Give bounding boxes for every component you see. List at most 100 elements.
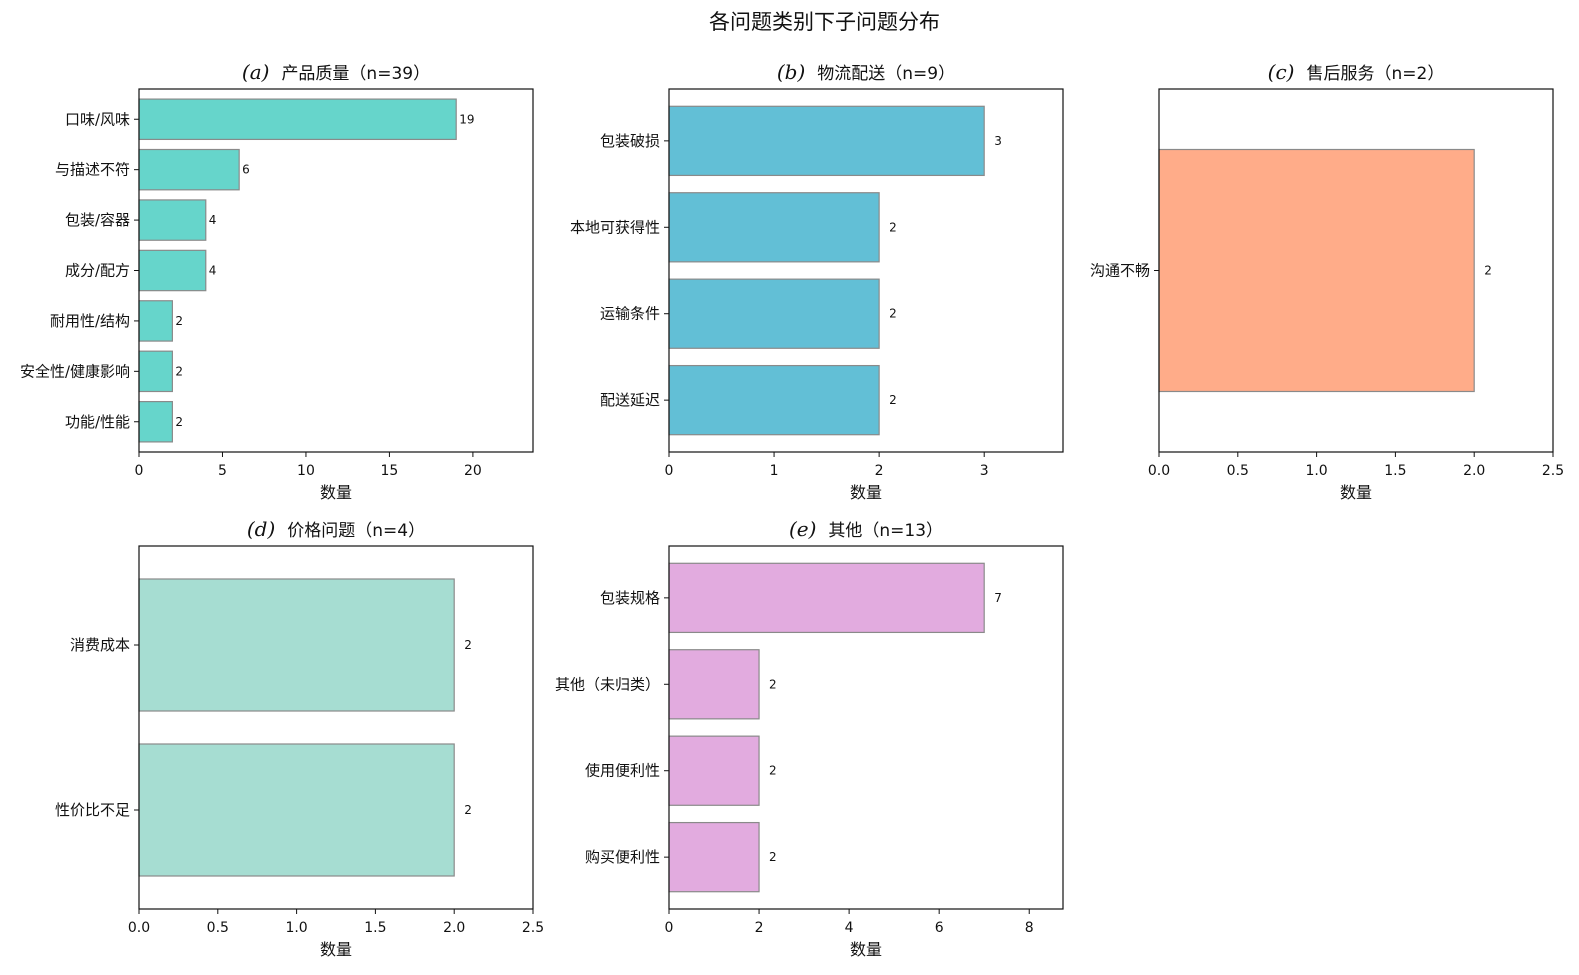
data-label: 2 [175,314,183,328]
x-tick-label: 0.0 [128,920,150,936]
x-tick-label: 1.5 [1384,463,1406,479]
bar [138,300,173,342]
data-label: 2 [889,307,897,321]
category-label: 成分/配方 [65,262,130,280]
data-label: 2 [1484,264,1492,278]
x-tick-label: 5 [218,463,227,479]
bar [668,562,985,634]
data-label: 19 [459,112,474,126]
x-tick-label: 0 [665,463,674,479]
panel-title: (d) 价格问题（n=4） [247,517,425,541]
category-label: 本地可获得性 [570,218,660,236]
bar [138,98,457,141]
x-tick-label: 2.5 [1542,463,1564,479]
data-label: 2 [889,220,897,234]
bar [138,249,207,292]
category-label: 口味/风味 [65,110,130,128]
panel-title-text: 物流配送（n=9） [817,64,955,84]
x-tick-label: 0 [665,920,674,936]
bar [668,278,880,349]
x-tick-label: 1.5 [364,920,386,936]
x-tick-label: 2.0 [1463,463,1485,479]
panel-title-text: 售后服务（n=2） [1306,64,1444,84]
data-label: 2 [889,393,897,407]
x-axis-label: 数量 [850,483,882,502]
category-label: 功能/性能 [65,413,130,431]
x-tick-label: 10 [297,463,315,479]
plot-frame [1158,88,1554,453]
data-label: 2 [769,677,777,691]
plot-frame [668,545,1064,910]
x-tick-label: 15 [381,463,399,479]
plot-frame [138,88,534,453]
plot-frame [668,88,1064,453]
chart-panel-product-quality: 19 口味/风味 6 与描述不符 4 包装/容器 4 成分/配方 2 耐用性/结构 2 安全性/健康影… [20,60,534,502]
x-axis-label: 数量 [320,483,352,502]
panel-title: (e) 其他（n=13） [789,517,943,541]
category-label: 沟通不畅 [1090,262,1150,280]
panel-title-text: 产品质量（n=39） [281,64,430,84]
category-label: 与描述不符 [55,161,130,179]
x-tick-label: 6 [935,920,944,936]
data-label: 2 [175,415,183,429]
x-tick-label: 0.0 [1148,463,1170,479]
panel-title: (c) 售后服务（n=2） [1268,60,1445,84]
x-tick-label: 2.0 [443,920,465,936]
data-label: 3 [994,134,1002,148]
bar [668,735,760,806]
bar [668,649,760,720]
x-axis-label: 数量 [320,940,352,959]
data-label: 2 [769,850,777,864]
category-label: 包装破损 [600,132,660,150]
bar [138,743,455,877]
bar [138,350,173,393]
panel-title-prefix: (b) [777,60,805,84]
x-tick-label: 1 [770,463,779,479]
x-tick-label: 2 [875,463,884,479]
panel-title-prefix: (e) [789,517,816,541]
category-label: 包装规格 [600,589,660,607]
x-tick-label: 3 [980,463,989,479]
x-tick-label: 8 [1025,920,1034,936]
bar [668,821,760,893]
category-label: 耐用性/结构 [50,312,130,330]
x-tick-label: 0 [135,463,144,479]
data-label: 7 [994,591,1002,605]
x-tick-label: 2 [755,920,764,936]
x-tick-label: 0.5 [1227,463,1249,479]
category-label: 包装/容器 [65,211,130,229]
bar [668,364,880,436]
panel-title-text: 价格问题（n=4） [287,521,425,541]
category-label: 消费成本 [70,636,130,654]
category-label: 运输条件 [600,305,660,323]
bar [668,192,880,263]
figure-title: 各问题类别下子问题分布 [709,10,940,34]
panel-title: (a) 产品质量（n=39） [242,60,430,84]
bar [138,148,240,191]
bar [138,578,455,712]
data-label: 2 [464,638,472,652]
chart-panel-logistics: 3 包装破损 2 本地可获得性 2 运输条件 2 配送延迟 0 1 2 3 数量 (b) 物流配送（n=9） [570,60,1064,502]
category-label: 购买便利性 [585,848,660,866]
category-label: 配送延迟 [600,391,660,409]
bar [138,199,207,241]
chart-panel-price: 2 消费成本 2 性价比不足 0.0 0.5 1.0 1.5 2.0 2.5 数量 (d) 价格问题（n… [55,517,544,959]
x-tick-label: 4 [845,920,854,936]
panel-title: (b) 物流配送（n=9） [777,60,955,84]
chart-panel-after-sales: 2 沟通不畅 0.0 0.5 1.0 1.5 2.0 2.5 数量 (c) 售后服务（n=2） [1090,60,1564,502]
x-tick-label: 1.0 [1305,463,1327,479]
x-axis-label: 数量 [1340,483,1372,502]
chart-panel-other: 7 包装规格 2 其他（未归类） 2 使用便利性 2 购买便利性 0 2 4 6 8 数量 (e) 其他（n=… [555,517,1064,959]
x-tick-label: 0.5 [207,920,229,936]
panel-title-prefix: (a) [242,60,270,84]
bar [668,105,985,177]
category-label: 使用便利性 [585,762,660,780]
data-label: 2 [769,764,777,778]
data-label: 2 [464,803,472,817]
x-tick-label: 1.0 [285,920,307,936]
x-tick-label: 2.5 [522,920,544,936]
bar [138,400,173,443]
x-tick-label: 20 [464,463,482,479]
data-label: 2 [175,364,183,378]
x-axis-label: 数量 [850,940,882,959]
